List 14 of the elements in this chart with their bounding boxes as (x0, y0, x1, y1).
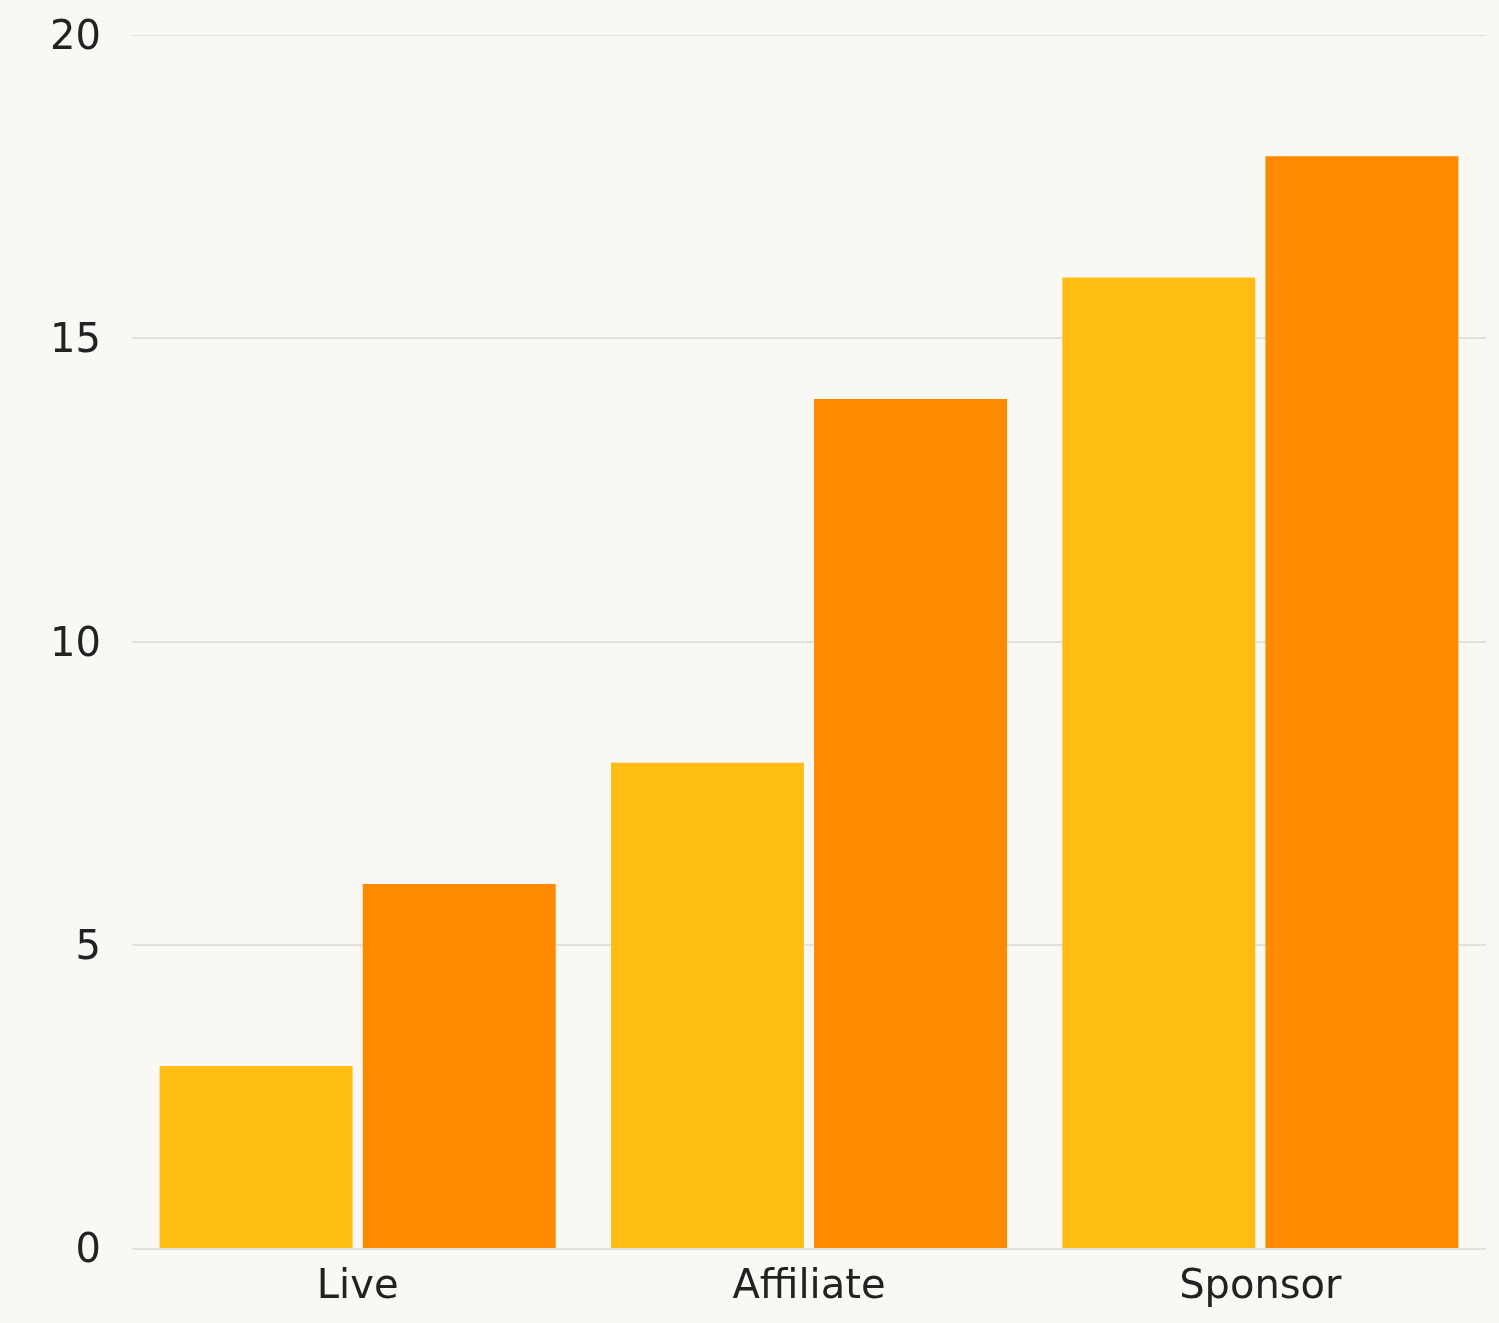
y-tick-label: 5 (75, 921, 101, 968)
bar (814, 398, 1008, 1248)
x-tick-label: Affiliate (732, 1261, 886, 1307)
y-tick-label: 10 (50, 618, 101, 665)
bar (610, 762, 804, 1248)
bar (1062, 277, 1256, 1248)
x-tick-label: Live (316, 1261, 399, 1307)
y-tick-label: 15 (50, 315, 101, 362)
y-tick-label: 20 (50, 12, 101, 58)
bar (1265, 156, 1459, 1248)
bar (362, 884, 556, 1248)
y-tick-label: 0 (75, 1225, 101, 1271)
bar (159, 1066, 353, 1248)
x-tick-label: Sponsor (1179, 1261, 1343, 1307)
